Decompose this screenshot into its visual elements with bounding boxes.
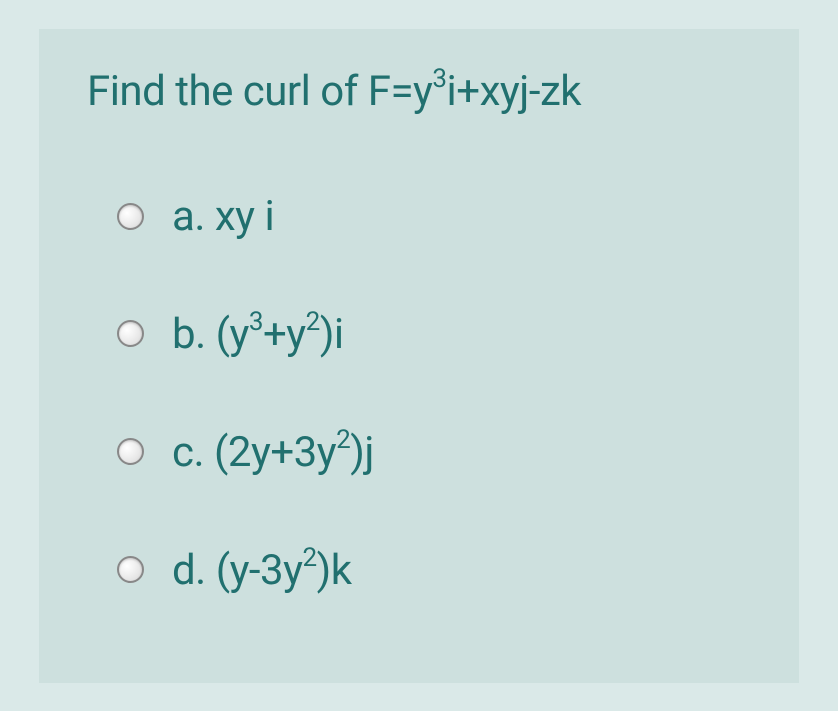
option-c-letter: c.	[172, 428, 214, 477]
option-d-s1: 2	[303, 543, 317, 573]
option-b-s1: 3	[249, 307, 263, 337]
option-b-p1: (y	[216, 310, 249, 359]
question-mid: i+xyj-zk	[447, 67, 582, 116]
option-c-s1: 2	[336, 425, 350, 455]
option-d-text: d. (y-3y2)k	[172, 548, 352, 592]
question-sup1: 3	[432, 64, 446, 94]
option-a-body: xy i	[215, 192, 274, 241]
option-b-p3: )i	[320, 310, 344, 359]
option-b-letter: b.	[172, 310, 216, 359]
radio-c[interactable]	[117, 438, 144, 465]
radio-d[interactable]	[117, 556, 144, 583]
option-a[interactable]: a. xy i	[117, 196, 751, 238]
question-text: Find the curl of F=y3i+xyj-zk	[87, 67, 751, 116]
option-c-text: c. (2y+3y2)j	[172, 430, 374, 474]
option-b-p2: +y	[263, 310, 306, 359]
option-c-p2: )j	[350, 428, 374, 477]
option-b[interactable]: b. (y3+y2)i	[117, 312, 751, 356]
option-a-text: a. xy i	[172, 196, 274, 238]
option-d-p1: (y-3y	[216, 546, 303, 595]
option-b-s2: 2	[306, 307, 320, 337]
radio-b[interactable]	[117, 320, 144, 347]
option-b-text: b. (y3+y2)i	[172, 312, 344, 356]
option-c-p1: (2y+3y	[214, 428, 336, 477]
option-d[interactable]: d. (y-3y2)k	[117, 548, 751, 592]
question-prefix: Find the curl of F=y	[87, 67, 432, 116]
option-c[interactable]: c. (2y+3y2)j	[117, 430, 751, 474]
option-d-p2: )k	[317, 546, 352, 595]
options-list: a. xy i b. (y3+y2)i c. (2y+3y2)j d. (y-3…	[87, 196, 751, 592]
option-d-letter: d.	[172, 546, 216, 595]
radio-a[interactable]	[117, 203, 144, 230]
option-a-letter: a.	[172, 192, 215, 241]
question-card: Find the curl of F=y3i+xyj-zk a. xy i b.…	[39, 29, 799, 683]
